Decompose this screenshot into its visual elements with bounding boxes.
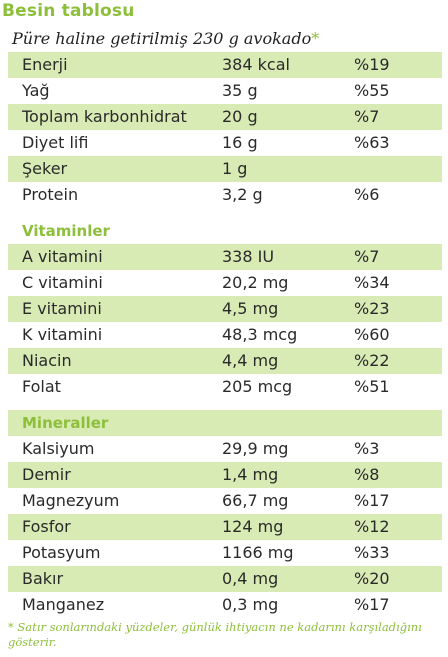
nutrient-amount: 384 kcal bbox=[222, 55, 290, 74]
mineral-amount: 0,3 mg bbox=[222, 595, 279, 614]
vitamin-percent: %7 bbox=[354, 247, 380, 266]
vitamin-amount: 20,2 mg bbox=[222, 273, 289, 292]
nutrient-name: Şeker bbox=[22, 159, 68, 178]
table-row: Bakır 0,4 mg %20 bbox=[8, 566, 442, 592]
table-row: Diyet lifi 16 g %63 bbox=[8, 130, 442, 156]
vitamins-heading: Vitaminler bbox=[22, 222, 110, 240]
vitamin-percent: %34 bbox=[354, 273, 390, 292]
vitamin-name: K vitamini bbox=[22, 325, 103, 344]
mineral-amount: 124 mg bbox=[222, 517, 284, 536]
nutrient-name: Diyet lifi bbox=[22, 133, 89, 152]
nutrient-name: Enerji bbox=[22, 55, 68, 74]
mineral-percent: %33 bbox=[354, 543, 390, 562]
nutrient-percent: %55 bbox=[354, 81, 390, 100]
mineral-amount: 1,4 mg bbox=[222, 465, 279, 484]
mineral-name: Manganez bbox=[22, 595, 105, 614]
table-row: Yağ 35 g %55 bbox=[8, 78, 442, 104]
nutrient-amount: 3,2 g bbox=[222, 185, 263, 204]
mineral-amount: 0,4 mg bbox=[222, 569, 279, 588]
mineral-percent: %17 bbox=[354, 595, 390, 614]
minerals-heading: Mineraller bbox=[8, 410, 442, 436]
nutrients-table: Enerji 384 kcal %19 Yağ 35 g %55 Toplam karb… bbox=[8, 52, 442, 208]
subtitle: Püre haline getirilmiş 230 g avokado* bbox=[12, 29, 319, 48]
mineral-percent: %8 bbox=[354, 465, 380, 484]
nutrient-name: Protein bbox=[22, 185, 79, 204]
nutrient-percent: %19 bbox=[354, 55, 390, 74]
table-row: K vitamini 48,3 mcg %60 bbox=[8, 322, 442, 348]
mineral-name: Kalsiyum bbox=[22, 439, 95, 458]
vitamin-percent: %60 bbox=[354, 325, 390, 344]
table-row: Toplam karbonhidrat 20 g %7 bbox=[8, 104, 442, 130]
subtitle-text: Püre haline getirilmiş 230 g avokado bbox=[12, 29, 312, 48]
mineral-name: Magnezyum bbox=[22, 491, 120, 510]
table-row: Potasyum 1166 mg %33 bbox=[8, 540, 442, 566]
table-row: A vitamini 338 IU %7 bbox=[8, 244, 442, 270]
vitamin-percent: %22 bbox=[354, 351, 390, 370]
minerals-table: Mineraller Kalsiyum 29,9 mg %3 Demir 1,4 mg… bbox=[8, 410, 442, 618]
title: Besin tablosu bbox=[2, 1, 135, 21]
table-row: C vitamini 20,2 mg %34 bbox=[8, 270, 442, 296]
mineral-percent: %12 bbox=[354, 517, 390, 536]
mineral-name: Potasyum bbox=[22, 543, 101, 562]
vitamin-amount: 48,3 mcg bbox=[222, 325, 298, 344]
table-row: Enerji 384 kcal %19 bbox=[8, 52, 442, 78]
vitamin-name: Folat bbox=[22, 377, 61, 396]
vitamins-table: Vitaminler A vitamini 338 IU %7 C vitamini… bbox=[8, 218, 442, 400]
subtitle-asterisk: * bbox=[311, 29, 320, 48]
table-row: Protein 3,2 g %6 bbox=[8, 182, 442, 208]
mineral-percent: %17 bbox=[354, 491, 390, 510]
vitamin-amount: 205 mcg bbox=[222, 377, 293, 396]
vitamin-amount: 4,4 mg bbox=[222, 351, 279, 370]
table-row: Şeker 1 g bbox=[8, 156, 442, 182]
footnote: * Satır sonlarındaki yüzdeler, günlük ih… bbox=[8, 620, 422, 649]
table-row: Manganez 0,3 mg %17 bbox=[8, 592, 442, 618]
vitamin-percent: %23 bbox=[354, 299, 390, 318]
mineral-percent: %20 bbox=[354, 569, 390, 588]
mineral-amount: 66,7 mg bbox=[222, 491, 289, 510]
mineral-amount: 29,9 mg bbox=[222, 439, 289, 458]
mineral-amount: 1166 mg bbox=[222, 543, 294, 562]
nutrient-percent: %63 bbox=[354, 133, 390, 152]
table-row: Demir 1,4 mg %8 bbox=[8, 462, 442, 488]
nutrient-percent: %6 bbox=[354, 185, 380, 204]
mineral-percent: %3 bbox=[354, 439, 380, 458]
vitamin-name: E vitamini bbox=[22, 299, 102, 318]
vitamin-name: C vitamini bbox=[22, 273, 103, 292]
nutrient-amount: 20 g bbox=[222, 107, 258, 126]
table-row: Magnezyum 66,7 mg %17 bbox=[8, 488, 442, 514]
table-row: Fosfor 124 mg %12 bbox=[8, 514, 442, 540]
nutrient-amount: 1 g bbox=[222, 159, 248, 178]
vitamin-name: Niacin bbox=[22, 351, 72, 370]
vitamin-amount: 338 IU bbox=[222, 247, 275, 266]
mineral-name: Fosfor bbox=[22, 517, 71, 536]
table-row: Kalsiyum 29,9 mg %3 bbox=[8, 436, 442, 462]
mineral-name: Demir bbox=[22, 465, 71, 484]
table-row: Folat 205 mcg %51 bbox=[8, 374, 442, 400]
table-row: E vitamini 4,5 mg %23 bbox=[8, 296, 442, 322]
vitamin-percent: %51 bbox=[354, 377, 390, 396]
vitamin-amount: 4,5 mg bbox=[222, 299, 279, 318]
table-row: Niacin 4,4 mg %22 bbox=[8, 348, 442, 374]
nutrient-name: Toplam karbonhidrat bbox=[22, 107, 187, 126]
nutrient-amount: 35 g bbox=[222, 81, 258, 100]
vitamin-name: A vitamini bbox=[22, 247, 103, 266]
nutrient-amount: 16 g bbox=[222, 133, 258, 152]
nutrient-name: Yağ bbox=[22, 81, 50, 100]
nutrient-percent: %7 bbox=[354, 107, 380, 126]
mineral-name: Bakır bbox=[22, 569, 64, 588]
